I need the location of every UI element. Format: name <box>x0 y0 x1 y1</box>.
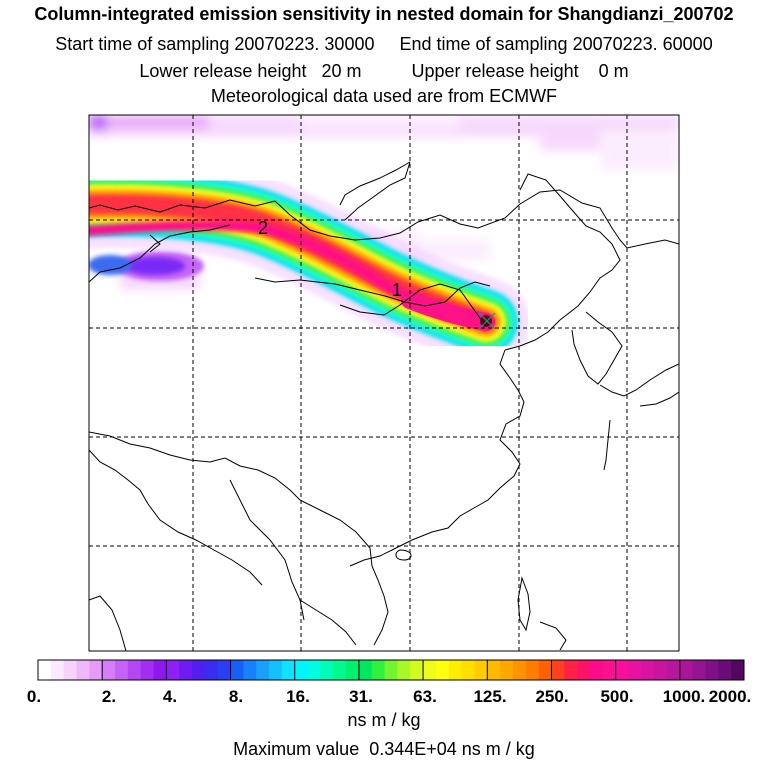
legend-swatch <box>269 660 283 680</box>
legend-tick-label: 8. <box>228 687 244 706</box>
legend-swatch <box>294 660 309 680</box>
legend-swatch <box>602 660 617 680</box>
legend-swatch <box>551 660 565 680</box>
release-height-line: Lower release height 20 m Upper release … <box>139 61 629 81</box>
legend-swatch <box>397 660 411 680</box>
legend-swatch <box>564 660 578 680</box>
legend-swatch <box>474 660 488 680</box>
legend-units: ns m / kg <box>347 710 421 730</box>
legend-tick-label: 500. <box>600 687 634 706</box>
trajectory-label-1: 1 <box>392 280 402 300</box>
legend-swatch <box>448 660 463 680</box>
legend-swatch <box>525 660 540 680</box>
legend-tick-label: 16. <box>286 687 310 706</box>
legend-swatch <box>410 660 424 680</box>
legend-tick-label: 63. <box>413 687 437 706</box>
sampling-time-line: Start time of sampling 20070223. 30000 E… <box>55 34 713 54</box>
lat-lon-grid <box>89 115 679 651</box>
legend-swatch <box>654 660 668 680</box>
legend-swatch <box>243 660 257 680</box>
coastlines-borders <box>89 161 679 651</box>
legend-swatch <box>102 660 116 680</box>
legend-swatch <box>435 660 450 680</box>
legend-swatch <box>718 660 732 680</box>
legend-swatch <box>89 660 103 680</box>
trajectory-label-2: 2 <box>258 218 268 238</box>
legend-swatch <box>371 660 386 680</box>
legend-swatch <box>679 660 694 680</box>
legend-frame <box>37 659 745 681</box>
legend-swatch <box>153 660 167 680</box>
legend-swatch <box>166 660 180 680</box>
legend-swatch <box>76 660 90 680</box>
legend-swatch <box>358 660 373 680</box>
legend-tick-label: 125. <box>473 687 507 706</box>
legend-swatch <box>692 660 706 680</box>
legend-swatch <box>461 660 475 680</box>
legend-tick-label: 31. <box>349 687 373 706</box>
map-title: Column-integrated emission sensitivity i… <box>34 4 734 24</box>
legend-tick-label: 2. <box>101 687 117 706</box>
meteorological-data-line: Meteorological data used are from ECMWF <box>210 86 558 106</box>
legend-tick-label: 0. <box>26 687 42 706</box>
map-frame <box>88 114 680 652</box>
legend-swatch <box>666 660 681 680</box>
color-legend-bar <box>37 659 745 681</box>
legend-swatch <box>127 660 142 680</box>
legend-swatch <box>204 660 219 680</box>
legend-swatch <box>615 660 629 680</box>
legend-swatch <box>705 660 719 680</box>
legend-swatch <box>320 660 334 680</box>
emission-plume <box>89 160 530 366</box>
legend-swatch <box>589 660 604 680</box>
legend-swatch <box>487 660 501 680</box>
legend-swatch <box>63 660 78 680</box>
release-site-marker <box>478 312 496 330</box>
legend-swatch <box>217 660 232 680</box>
legend-tick-label: 4. <box>162 687 178 706</box>
legend-swatch <box>731 660 745 680</box>
legend-swatch <box>333 660 347 680</box>
legend-swatch <box>307 660 321 680</box>
legend-swatch <box>500 660 514 680</box>
legend-swatch <box>512 660 527 680</box>
maximum-value-text: Maximum value 0.344E+04 ns m / kg <box>233 739 535 759</box>
legend-swatch <box>346 660 360 680</box>
plume-core <box>480 315 492 327</box>
legend-swatch <box>115 660 129 680</box>
legend-swatch <box>230 660 244 680</box>
legend-swatch <box>641 660 655 680</box>
legend-swatch <box>140 660 155 680</box>
legend-swatch <box>538 660 552 680</box>
legend-swatch <box>50 660 65 680</box>
legend-swatch <box>38 660 52 680</box>
legend-swatch <box>281 660 296 680</box>
legend-swatch <box>628 660 642 680</box>
legend-swatch <box>423 660 437 680</box>
legend-swatch <box>192 660 206 680</box>
legend-swatch <box>384 660 398 680</box>
legend-tick-label: 250. <box>535 687 569 706</box>
legend-tick-label: 2000. <box>708 687 752 706</box>
legend-swatch <box>577 660 591 680</box>
map-field <box>89 115 679 651</box>
legend-swatch <box>179 660 193 680</box>
legend-swatch <box>256 660 270 680</box>
legend-tick-label: 1000. <box>662 687 706 706</box>
trajectory-markers: 1 2 <box>258 218 496 330</box>
